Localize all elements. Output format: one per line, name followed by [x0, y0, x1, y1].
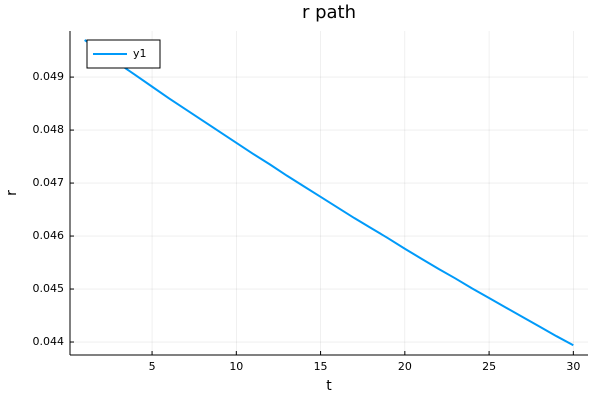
- y-tick-label: 0.045: [33, 282, 65, 295]
- y-axis-label: r: [4, 190, 20, 196]
- line: [84, 39, 574, 347]
- y-tick-label: 0.048: [33, 123, 65, 136]
- legend-label: y1: [133, 47, 147, 60]
- x-tick-label: 20: [398, 360, 412, 373]
- x-tick-label: 10: [229, 360, 243, 373]
- y-tick-label: 0.049: [33, 70, 65, 83]
- x-tick-label: 15: [314, 360, 328, 373]
- y-tick-label: 0.047: [33, 176, 65, 189]
- x-tick-label: 5: [149, 360, 156, 373]
- x-tick-label: 30: [566, 360, 580, 373]
- x-axis-label: t: [326, 378, 332, 394]
- x-tick-label: 25: [482, 360, 496, 373]
- y-tick-label: 0.046: [33, 229, 65, 242]
- y-tick-label: 0.044: [33, 335, 65, 348]
- chart-title: r path: [302, 2, 356, 23]
